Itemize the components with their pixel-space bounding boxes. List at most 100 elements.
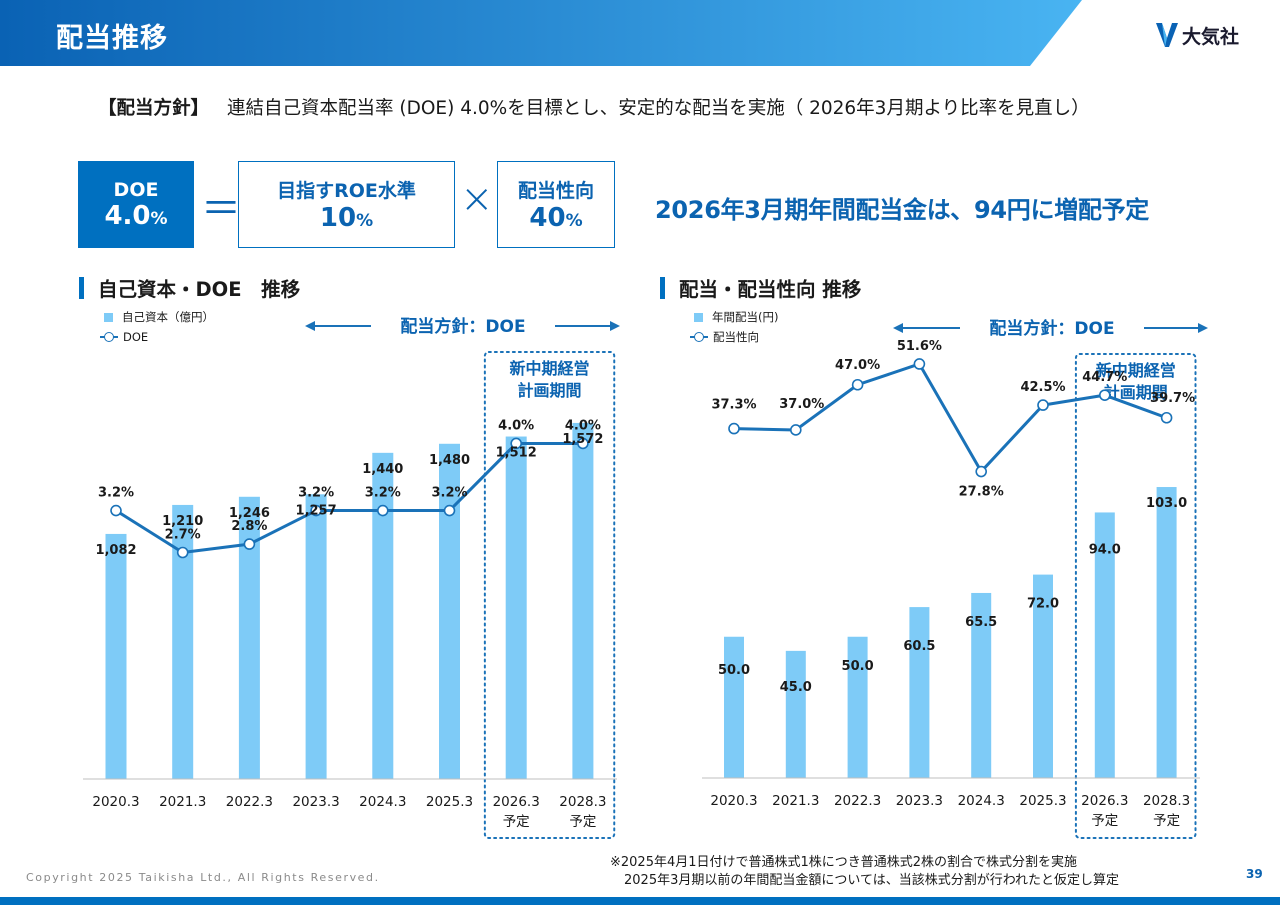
page-number: 39 [1246, 867, 1263, 881]
x-tick-sublabel: 予定 [503, 814, 530, 830]
line-point [913, 358, 926, 370]
bar-swatch-icon [104, 312, 113, 322]
dividend-payout-legend: 年間配当(円) 配当性向 [690, 307, 778, 347]
bar-data-label: 1,257 [296, 503, 337, 518]
doe-value: 4.0% [104, 200, 168, 231]
equity-doe-section-title: 自己資本・DOE 推移 [79, 273, 300, 302]
roe-label: 目指すROE水準 [277, 180, 416, 202]
bar-data-label: 60.5 [903, 639, 935, 654]
line-point [728, 422, 740, 435]
line-data-label: 51.6% [897, 339, 942, 354]
line-data-label: 39.7% [1150, 391, 1195, 406]
line-marker-icon [690, 332, 708, 342]
policy-arrow-label: 配当方針：DOE [989, 318, 1114, 339]
payout-box: 配当性向 40% [497, 161, 615, 248]
bar [1156, 487, 1177, 778]
x-tick-label: 2024.3 [359, 794, 406, 810]
bar [1094, 512, 1115, 778]
footnotes: ※2025年4月1日付けで普通株式1株につき普通株式2株の割合で株式分割を実施 … [610, 854, 1119, 890]
plan-period-label: 新中期経営 [510, 359, 590, 378]
company-logo: 大気社 [1154, 18, 1266, 52]
section-marker [79, 276, 84, 299]
plan-period-box [1074, 353, 1197, 839]
line-series [115, 441, 583, 554]
line-data-label: 44.7% [1082, 370, 1127, 385]
bar [505, 436, 527, 779]
line-data-label: 27.8% [959, 485, 1004, 500]
bar [372, 452, 394, 779]
bar-data-label: 50.0 [842, 659, 874, 674]
plan-period-box [483, 351, 616, 839]
bar [305, 494, 327, 779]
line-point [1099, 389, 1111, 401]
line-data-label: 2.8% [231, 519, 267, 534]
bar [1033, 574, 1053, 778]
line-marker-icon [100, 332, 118, 342]
line-point [110, 504, 122, 517]
line-point [975, 465, 988, 478]
arrow-left-icon [893, 323, 903, 333]
x-tick-label: 2022.3 [834, 793, 881, 809]
bar [724, 636, 744, 778]
logo-text: 大気社 [1182, 25, 1240, 48]
bar [439, 443, 460, 779]
arrow-right-icon [1198, 323, 1208, 333]
line-data-label: 3.2% [365, 486, 401, 501]
line-series [733, 362, 1168, 474]
taikisha-logo-icon [1156, 23, 1178, 47]
legend-item-doe: DOE [100, 327, 214, 347]
bar [572, 422, 594, 779]
line-point [376, 504, 389, 517]
bar-data-label: 1,572 [562, 432, 603, 447]
line-point [310, 504, 322, 517]
line-data-label: 4.0% [565, 418, 601, 433]
x-tick-label: 2023.3 [292, 794, 339, 810]
roe-box: 目指すROE水準 10% [238, 161, 455, 248]
dividend-headline: 2026年3月期年間配当金は、94円に増配予定 [655, 196, 1149, 224]
bar-data-label: 1,440 [362, 462, 403, 477]
line-data-label: 37.0% [779, 397, 824, 412]
line-point [176, 546, 189, 559]
line-point [789, 424, 802, 436]
arrow-right-icon [610, 321, 620, 331]
bar-data-label: 65.5 [965, 615, 997, 630]
line-data-label: 47.0% [835, 358, 880, 373]
policy-label: 【配当方針】 [98, 98, 210, 119]
bar-data-label: 94.0 [1089, 542, 1121, 557]
line-point [243, 538, 256, 550]
equity-doe-legend: 自己資本（億円） DOE [100, 307, 214, 347]
policy-arrow-label: 配当方針：DOE [400, 316, 525, 337]
bar-data-label: 1,082 [95, 543, 136, 558]
x-tick-label: 2020.3 [92, 794, 139, 810]
payout-label: 配当性向 [517, 180, 594, 202]
line-point [510, 437, 523, 450]
page-title: 配当推移 [56, 23, 168, 54]
x-tick-label: 2021.3 [772, 793, 819, 809]
bar [909, 607, 930, 778]
bar-data-label: 103.0 [1146, 496, 1187, 511]
bar [847, 636, 868, 778]
line-data-label: 3.2% [431, 486, 467, 501]
dividend-payout-section-title: 配当・配当性向 推移 [660, 273, 861, 302]
bar [105, 533, 127, 779]
equals-sign: ＝ [201, 186, 241, 232]
bar [238, 496, 260, 779]
times-sign: × [460, 176, 494, 222]
x-tick-label: 2022.3 [226, 794, 273, 810]
footnote-calculation: 2025年3月期以前の年間配当金額については、当該株式分割が行われたと仮定し算定 [624, 873, 1120, 888]
plan-period-label: 計画期間 [518, 381, 582, 400]
header-background [0, 0, 1082, 66]
plan-period-label: 計画期間 [1104, 383, 1168, 402]
bar-data-label: 1,512 [496, 446, 537, 461]
footnote-stock-split: ※2025年4月1日付けで普通株式1株につき普通株式2株の割合で株式分割を実施 [610, 855, 1078, 870]
header-band: 配当推移 大気社 [0, 0, 1280, 66]
x-tick-label: 2025.3 [426, 794, 473, 810]
copyright-text: Copyright 2025 Taikisha Ltd., All Rights… [26, 871, 380, 884]
x-tick-label: 2028.3 [559, 794, 606, 810]
bar-data-label: 45.0 [780, 680, 812, 695]
x-tick-label: 2023.3 [896, 793, 943, 809]
bar [785, 650, 806, 778]
bar-data-label: 1,246 [229, 506, 270, 521]
line-data-label: 3.2% [98, 486, 134, 501]
bar-data-label: 1,480 [429, 453, 470, 468]
